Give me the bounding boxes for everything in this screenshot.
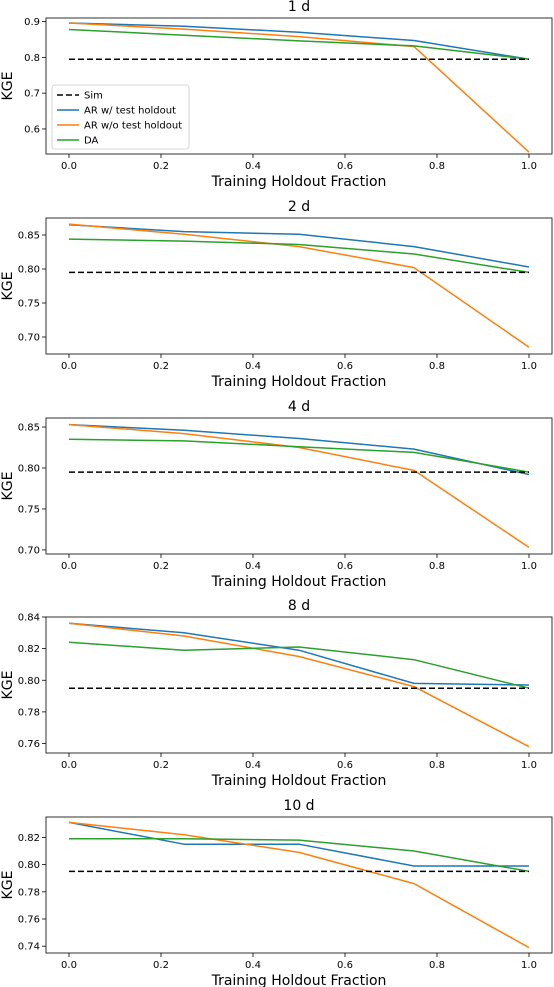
y-tick-label: 0.84	[18, 613, 40, 624]
x-tick-label: 0.6	[337, 760, 353, 771]
x-tick-label: 1.0	[521, 561, 537, 572]
x-tick-label: 0.4	[245, 960, 261, 971]
series-line-da	[68, 641, 530, 689]
x-tick-label: 0.2	[153, 561, 169, 572]
y-tick-label: 0.7	[24, 89, 40, 100]
x-tick-label: 0.2	[153, 960, 169, 971]
x-axis-label: Training Holdout Fraction	[211, 973, 387, 987]
chart-title: 1 d	[288, 0, 310, 15]
y-tick-label: 0.75	[18, 299, 40, 310]
legend-entry: AR w/o test holdout	[84, 121, 182, 132]
legend-box	[51, 84, 190, 150]
y-tick-label: 0.76	[18, 915, 40, 926]
series-line-ar-w-o-test-holdout	[68, 223, 530, 348]
series-line-ar-w-test-holdout	[68, 224, 530, 268]
chart-panel-3: 4 d 0.0 0.2 0.4 0.6 0.8 1.0 0.70 0.75 0.80 0.85 Tra…	[0, 399, 553, 590]
plot-frame	[45, 217, 553, 355]
y-tick-label: 0.78	[18, 887, 40, 898]
y-tick-label: 0.80	[18, 265, 40, 276]
y-axis-label: KGE	[0, 72, 16, 101]
x-tick-label: 1.0	[521, 361, 537, 372]
x-axis-label: Training Holdout Fraction	[211, 574, 387, 590]
chart-title: 10 d	[283, 798, 314, 814]
x-tick-label: 0.2	[153, 760, 169, 771]
y-tick-label: 0.80	[18, 676, 40, 687]
chart-panel-2: 2 d 0.0 0.2 0.4 0.6 0.8 1.0 0.70 0.75 0.80 0.85 Tra…	[0, 199, 553, 390]
y-tick-label: 0.85	[18, 231, 40, 242]
y-axis-label: KGE	[0, 671, 16, 700]
x-tick-label: 1.0	[521, 161, 537, 172]
x-tick-label: 0.8	[429, 361, 445, 372]
y-tick-label: 0.82	[18, 644, 40, 655]
series-line-da	[69, 838, 530, 873]
y-axis-label: KGE	[0, 871, 16, 900]
series-line-da	[68, 28, 530, 60]
y-tick-label: 0.74	[18, 942, 40, 953]
x-axis-label: Training Holdout Fraction	[211, 773, 387, 789]
x-tick-label: 0.6	[337, 960, 353, 971]
y-axis-label: KGE	[0, 272, 16, 301]
x-tick-label: 0.0	[61, 760, 77, 771]
chart-panel-1: 1 d 0.0 0.2 0.4 0.6 0.8 1.0 0.6 0.7 0.8 0.9 Trainin…	[0, 0, 553, 190]
x-tick-label: 0.0	[61, 561, 77, 572]
y-tick-label: 0.75	[18, 504, 40, 515]
series-line-ar-w-o-test-holdout	[68, 622, 530, 748]
x-tick-label: 0.8	[429, 760, 445, 771]
y-tick-label: 0.80	[18, 860, 40, 871]
x-tick-label: 1.0	[521, 960, 537, 971]
x-tick-label: 0.6	[337, 361, 353, 372]
x-tick-label: 0.2	[153, 361, 169, 372]
x-tick-label: 0.2	[153, 161, 169, 172]
y-tick-label: 0.70	[18, 333, 40, 344]
x-tick-label: 0.8	[429, 960, 445, 971]
legend-entry: DA	[84, 136, 99, 147]
chart-title: 2 d	[288, 199, 310, 215]
y-tick-label: 0.78	[18, 707, 40, 718]
y-axis-label: KGE	[0, 472, 16, 501]
x-tick-label: 0.0	[61, 960, 77, 971]
x-tick-label: 0.0	[61, 361, 77, 372]
x-tick-label: 0.8	[429, 161, 445, 172]
series-line-da	[68, 438, 530, 473]
series-line-ar-w-o-test-holdout	[68, 821, 530, 949]
x-tick-label: 0.4	[245, 161, 261, 172]
series-line-ar-w-test-holdout	[68, 821, 529, 867]
x-tick-label: 1.0	[521, 760, 537, 771]
x-axis-label: Training Holdout Fraction	[211, 374, 387, 390]
legend: Sim AR w/ test holdout AR w/o test holdout…	[51, 84, 190, 150]
plot-frame	[45, 417, 553, 555]
chart-title: 4 d	[288, 399, 310, 415]
legend-entry: AR w/ test holdout	[84, 106, 176, 117]
y-tick-label: 0.9	[24, 17, 40, 28]
plot-frame	[45, 616, 553, 754]
plot-frame	[45, 816, 553, 954]
y-tick-label: 0.76	[18, 739, 40, 750]
series-line-ar-w-test-holdout	[68, 22, 530, 60]
series-line-ar-w-o-test-holdout	[68, 22, 530, 153]
x-tick-label: 0.4	[245, 361, 261, 372]
y-tick-label: 0.82	[18, 833, 40, 844]
x-tick-label: 0.6	[337, 161, 353, 172]
chart-panel-5: 10 d 0.0 0.2 0.4 0.6 0.8 1.0 0.74 0.76 0.78 0.80 0.…	[0, 798, 553, 987]
chart-title: 8 d	[288, 598, 310, 614]
x-axis-label: Training Holdout Fraction	[211, 174, 387, 190]
x-tick-label: 0.8	[429, 561, 445, 572]
x-tick-label: 0.0	[61, 161, 77, 172]
series-line-ar-w-o-test-holdout	[68, 423, 530, 549]
y-tick-label: 0.85	[18, 423, 40, 434]
x-tick-label: 0.4	[245, 760, 261, 771]
y-tick-label: 0.6	[24, 124, 40, 135]
x-tick-label: 0.4	[245, 561, 261, 572]
series-line-da	[68, 238, 530, 274]
legend-entry: Sim	[84, 91, 103, 102]
x-tick-label: 0.6	[337, 561, 353, 572]
plot-frame	[45, 17, 553, 155]
y-tick-label: 0.70	[18, 545, 40, 556]
series-line-ar-w-test-holdout	[68, 423, 530, 476]
y-tick-label: 0.8	[24, 53, 40, 64]
series-line-ar-w-test-holdout	[68, 622, 530, 686]
y-tick-label: 0.80	[18, 463, 40, 474]
chart-panel-4: 8 d 0.0 0.2 0.4 0.6 0.8 1.0 0.76 0.78 0.80 0.82 0.8…	[0, 598, 553, 789]
